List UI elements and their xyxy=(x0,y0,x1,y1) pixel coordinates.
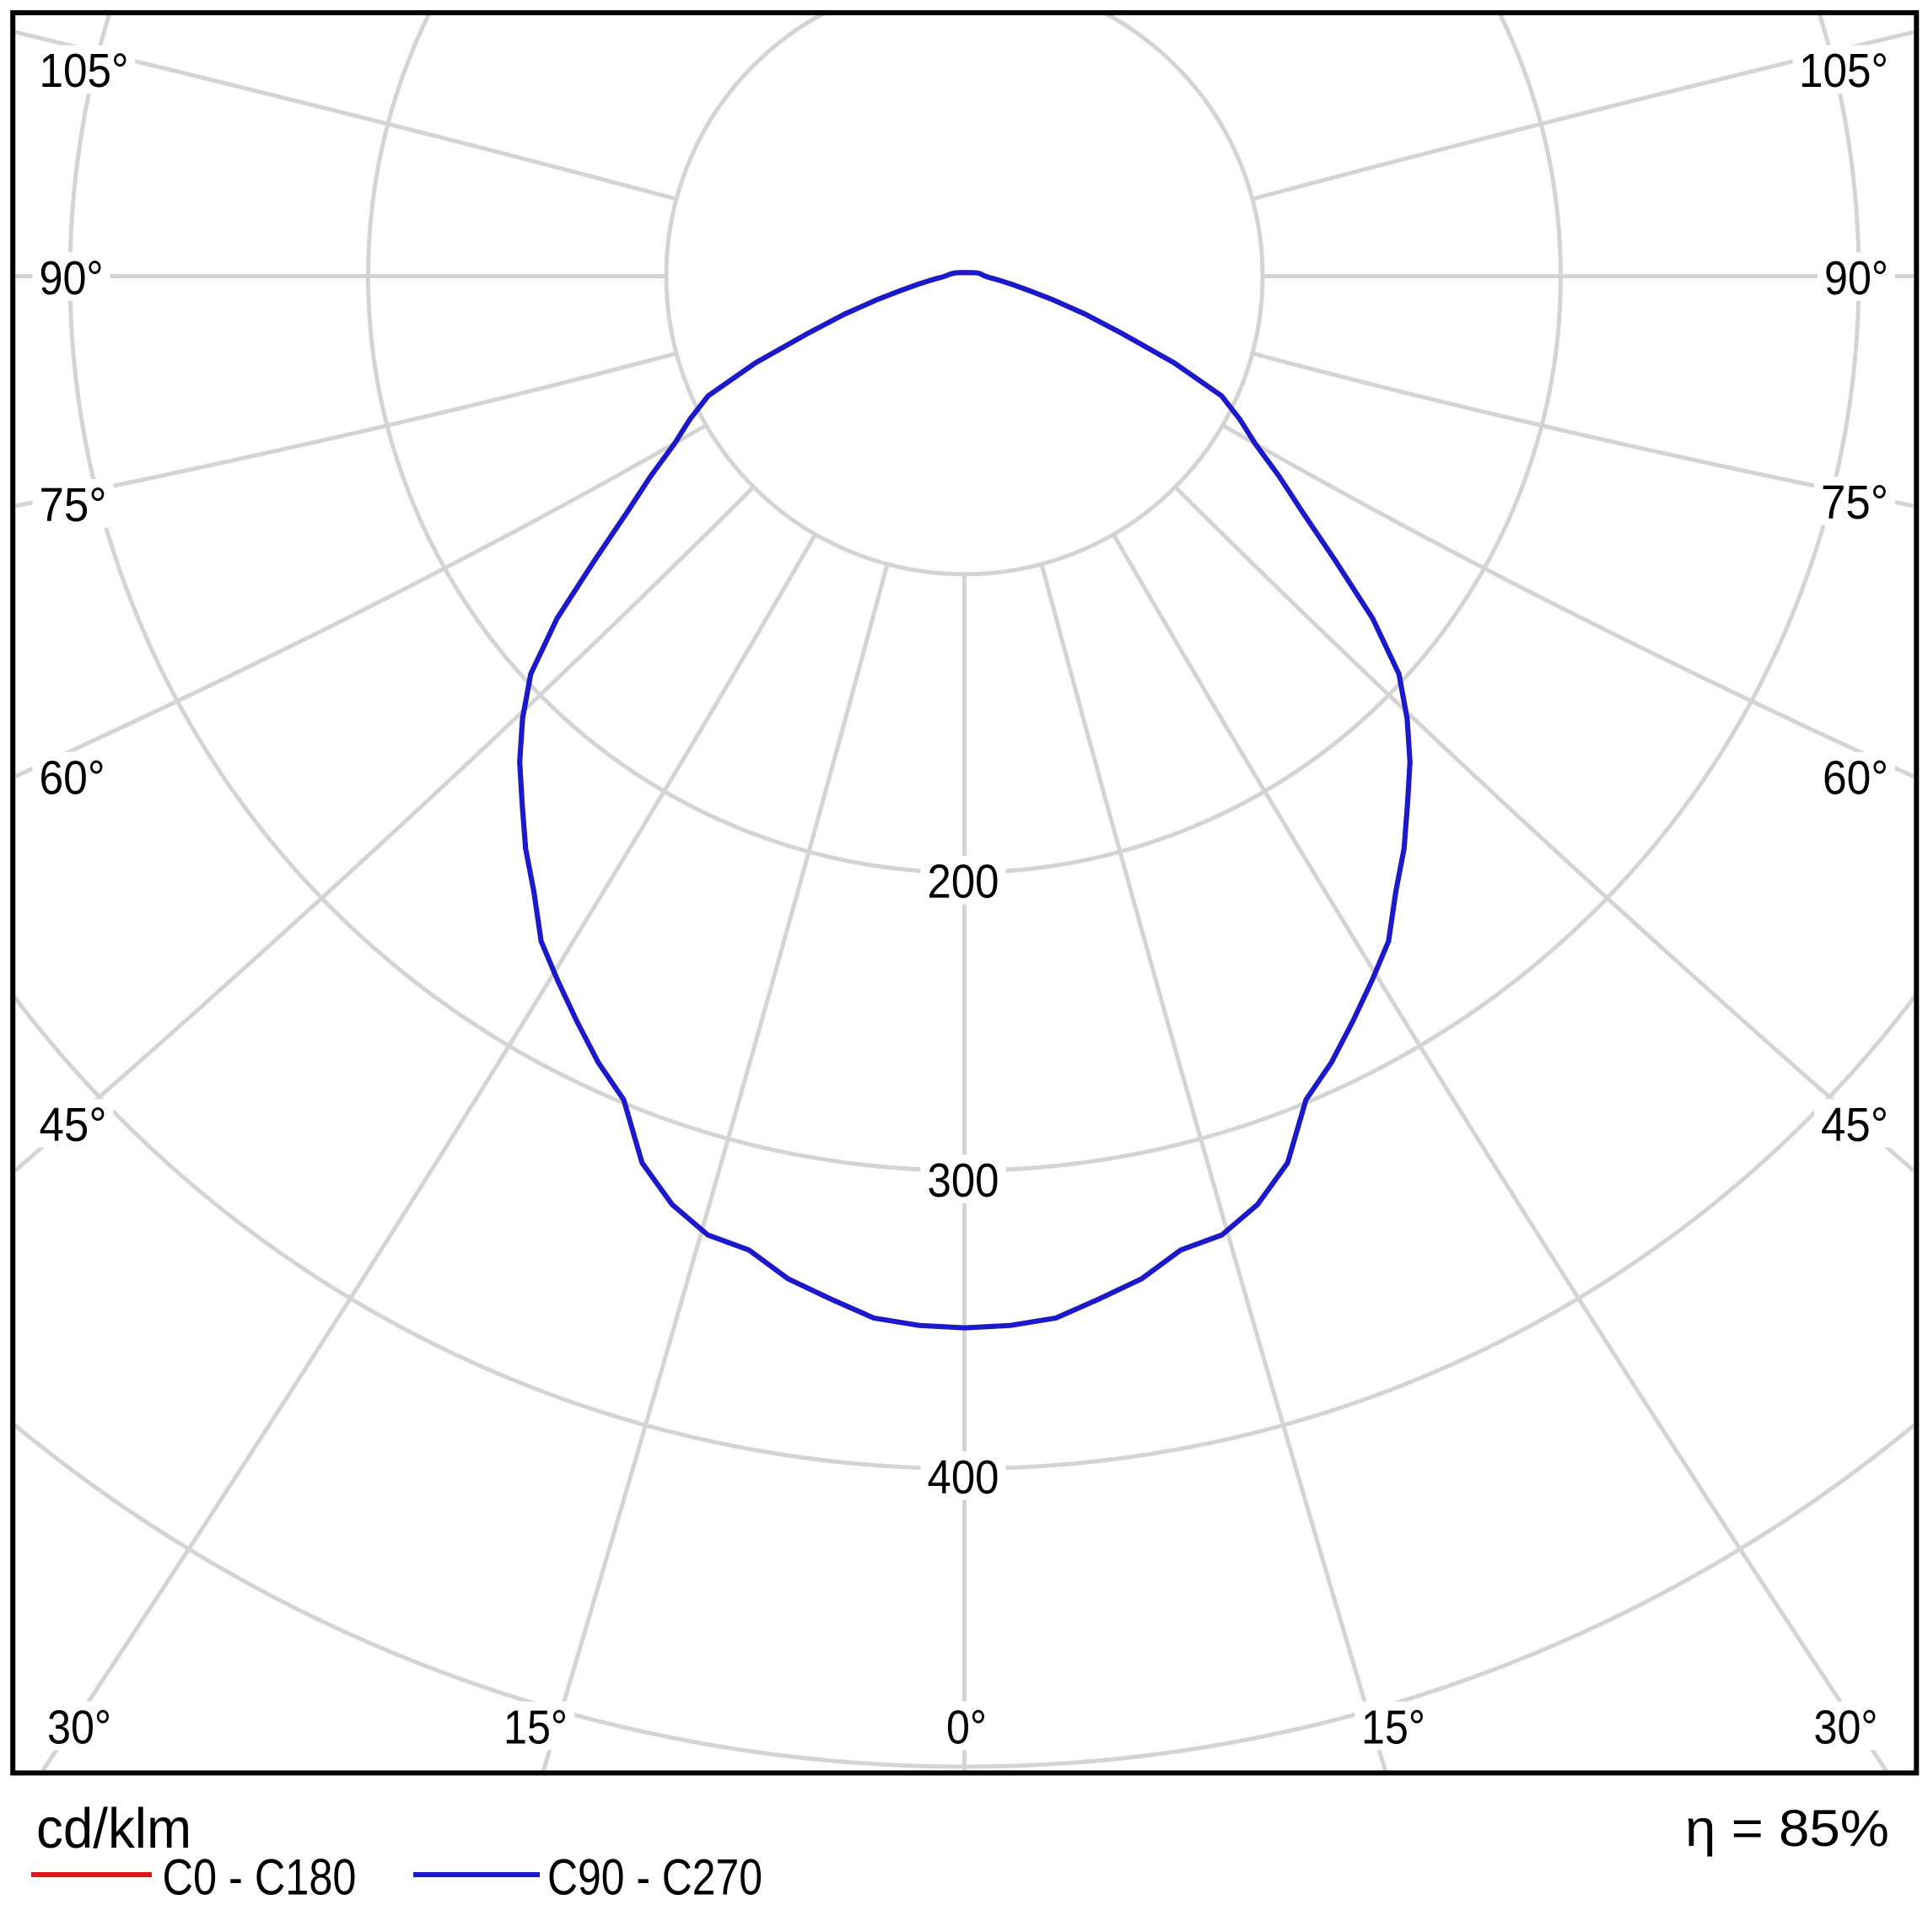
svg-text:η = 85%: η = 85% xyxy=(1685,1800,1889,1857)
svg-text:C0 - C180: C0 - C180 xyxy=(163,1849,357,1906)
svg-text:200: 200 xyxy=(928,855,999,909)
svg-text:15°: 15° xyxy=(504,1700,568,1754)
svg-text:90°: 90° xyxy=(40,251,104,305)
svg-text:75°: 75° xyxy=(40,478,107,532)
svg-text:45°: 45° xyxy=(1821,1098,1888,1152)
svg-text:300: 300 xyxy=(928,1154,999,1208)
svg-text:cd/klm: cd/klm xyxy=(36,1797,191,1860)
svg-text:15°: 15° xyxy=(1361,1700,1425,1754)
svg-text:400: 400 xyxy=(928,1450,999,1504)
svg-text:45°: 45° xyxy=(40,1098,107,1152)
svg-text:30°: 30° xyxy=(47,1700,111,1754)
svg-text:105°: 105° xyxy=(1799,44,1888,98)
svg-text:0°: 0° xyxy=(946,1700,987,1754)
svg-text:30°: 30° xyxy=(1814,1700,1878,1754)
svg-text:105°: 105° xyxy=(40,44,129,98)
svg-text:60°: 60° xyxy=(40,751,105,805)
svg-text:90°: 90° xyxy=(1824,251,1888,305)
svg-text:60°: 60° xyxy=(1823,751,1888,805)
svg-text:75°: 75° xyxy=(1821,476,1888,530)
svg-text:C90 - C270: C90 - C270 xyxy=(547,1849,762,1906)
